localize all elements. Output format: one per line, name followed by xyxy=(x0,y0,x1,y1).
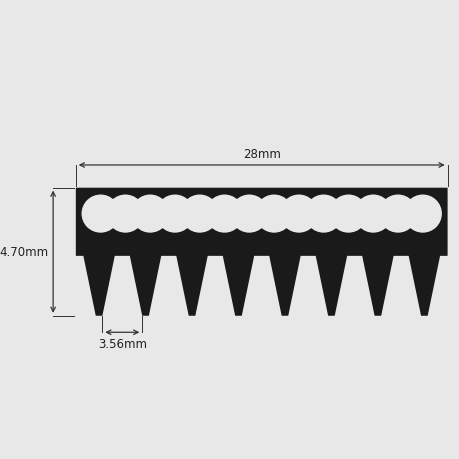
Circle shape xyxy=(279,195,317,233)
Circle shape xyxy=(230,195,268,233)
Circle shape xyxy=(131,195,169,233)
Polygon shape xyxy=(76,188,447,316)
Circle shape xyxy=(378,195,416,233)
Circle shape xyxy=(254,195,292,233)
Circle shape xyxy=(403,195,441,233)
Text: 3.56mm: 3.56mm xyxy=(98,337,146,351)
Circle shape xyxy=(180,195,218,233)
Circle shape xyxy=(156,195,194,233)
Circle shape xyxy=(106,195,144,233)
Circle shape xyxy=(353,195,392,233)
Text: 4.70mm: 4.70mm xyxy=(0,246,48,259)
Text: 28mm: 28mm xyxy=(242,148,280,161)
Circle shape xyxy=(205,195,243,233)
Circle shape xyxy=(329,195,367,233)
Circle shape xyxy=(304,195,342,233)
Circle shape xyxy=(81,195,119,233)
